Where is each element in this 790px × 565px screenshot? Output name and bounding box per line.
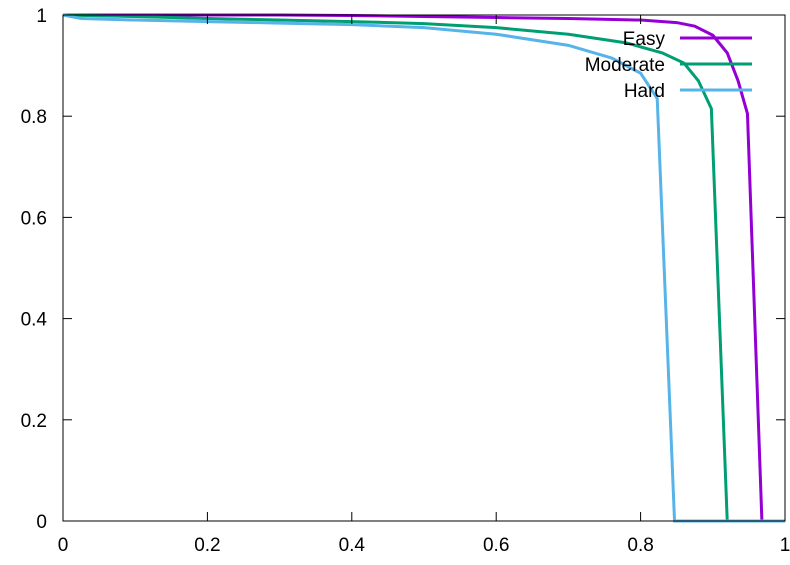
legend-label-easy: Easy (623, 29, 666, 50)
series-line-moderate (62, 13, 785, 523)
legend: Easy Moderate Hard (585, 29, 752, 102)
series-line-hard (62, 13, 785, 523)
x-tick-label: 0.6 (483, 535, 509, 556)
y-tick-label: 0.4 (21, 310, 48, 331)
x-tick-label: 0.4 (339, 535, 366, 556)
y-tick-label: 0.8 (21, 107, 47, 128)
y-tick-label: 1 (36, 6, 47, 27)
y-tick-label: 0 (36, 512, 47, 533)
plot-frame (62, 14, 786, 522)
series-layer (62, 13, 785, 523)
legend-label-hard: Hard (624, 81, 665, 102)
x-tick-label: 0.2 (194, 535, 220, 556)
legend-label-moderate: Moderate (585, 55, 665, 76)
series-line-easy (63, 13, 785, 523)
ticks-layer: 0 0.2 0.4 0.6 0.8 1 0 0.2 0.4 0.6 0.8 1 (21, 6, 790, 556)
x-tick-label: 0.8 (627, 535, 653, 556)
y-tick-label: 0.2 (21, 411, 47, 432)
x-tick-label: 0 (58, 535, 69, 556)
x-tick-label: 1 (780, 535, 790, 556)
y-tick-label: 0.6 (21, 208, 47, 229)
